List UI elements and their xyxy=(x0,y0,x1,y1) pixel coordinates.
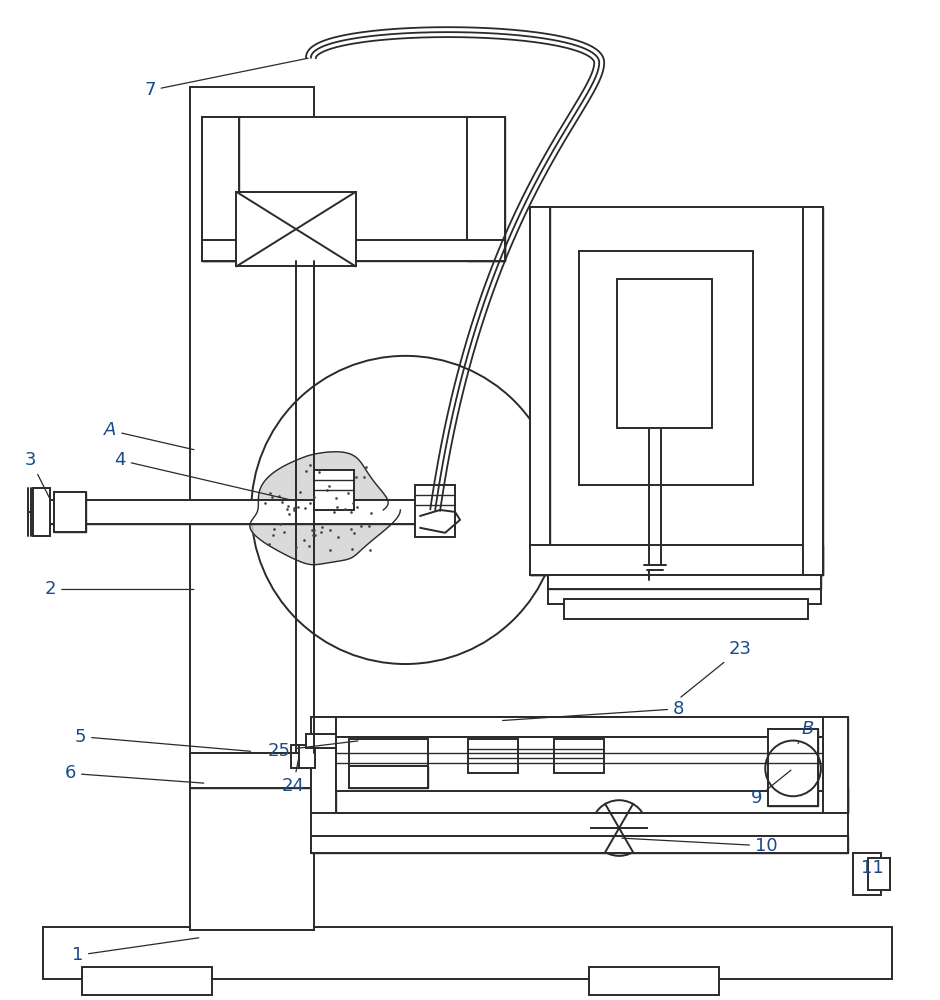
Text: 3: 3 xyxy=(24,451,49,498)
Bar xyxy=(555,739,604,773)
Bar xyxy=(529,545,822,575)
Bar xyxy=(311,836,848,853)
Bar xyxy=(529,207,550,575)
Bar xyxy=(853,853,881,895)
Text: 11: 11 xyxy=(861,853,884,877)
Bar xyxy=(768,729,818,806)
Bar xyxy=(311,813,848,853)
Bar xyxy=(579,251,753,485)
Bar xyxy=(529,207,822,575)
Bar xyxy=(190,87,314,930)
Bar xyxy=(201,117,240,261)
Text: 25: 25 xyxy=(268,741,358,760)
Bar xyxy=(236,192,355,266)
Bar xyxy=(55,492,86,532)
Bar xyxy=(306,734,336,748)
Text: 10: 10 xyxy=(622,837,777,855)
Bar xyxy=(868,858,889,890)
Text: 1: 1 xyxy=(71,938,199,964)
Bar xyxy=(803,207,822,575)
Bar xyxy=(311,836,848,853)
Text: 5: 5 xyxy=(74,728,251,751)
Bar xyxy=(33,488,51,536)
Bar xyxy=(336,717,822,737)
Bar xyxy=(336,737,822,791)
Bar xyxy=(42,927,892,979)
Bar xyxy=(314,470,353,510)
Bar xyxy=(201,117,505,261)
Text: 9: 9 xyxy=(750,770,791,807)
Bar xyxy=(55,492,86,532)
Bar xyxy=(349,766,429,788)
Polygon shape xyxy=(250,452,400,565)
Bar xyxy=(547,575,821,604)
Bar xyxy=(768,729,818,806)
Bar xyxy=(547,575,821,589)
Bar xyxy=(190,753,588,788)
Bar xyxy=(201,240,505,261)
Text: 23: 23 xyxy=(681,640,752,697)
Bar xyxy=(311,788,848,813)
Bar xyxy=(618,279,712,428)
Bar xyxy=(803,207,822,575)
Bar xyxy=(349,739,429,788)
Bar xyxy=(547,575,821,589)
Bar xyxy=(415,485,455,537)
Bar xyxy=(529,207,550,575)
Text: A: A xyxy=(104,421,194,450)
Bar xyxy=(311,717,336,813)
Bar xyxy=(299,745,315,768)
Text: B: B xyxy=(798,720,814,744)
Bar xyxy=(40,500,429,524)
Bar xyxy=(311,788,848,813)
Bar xyxy=(822,717,848,813)
Bar xyxy=(468,739,518,773)
Bar xyxy=(311,717,848,813)
Text: 4: 4 xyxy=(115,451,289,499)
Bar xyxy=(83,967,212,995)
Bar xyxy=(311,717,336,813)
Bar xyxy=(564,599,808,619)
Text: 7: 7 xyxy=(144,58,308,99)
Bar xyxy=(201,117,240,261)
Bar xyxy=(190,753,588,788)
Bar xyxy=(201,240,505,261)
Text: 2: 2 xyxy=(45,580,194,598)
Bar xyxy=(40,500,429,524)
Bar xyxy=(822,717,848,813)
Text: 6: 6 xyxy=(65,764,204,783)
Bar xyxy=(467,117,505,261)
Bar xyxy=(349,766,429,788)
Bar xyxy=(529,545,822,575)
Bar xyxy=(589,967,718,995)
Text: 8: 8 xyxy=(503,700,684,721)
Bar xyxy=(467,117,505,261)
Text: 24: 24 xyxy=(282,759,305,795)
